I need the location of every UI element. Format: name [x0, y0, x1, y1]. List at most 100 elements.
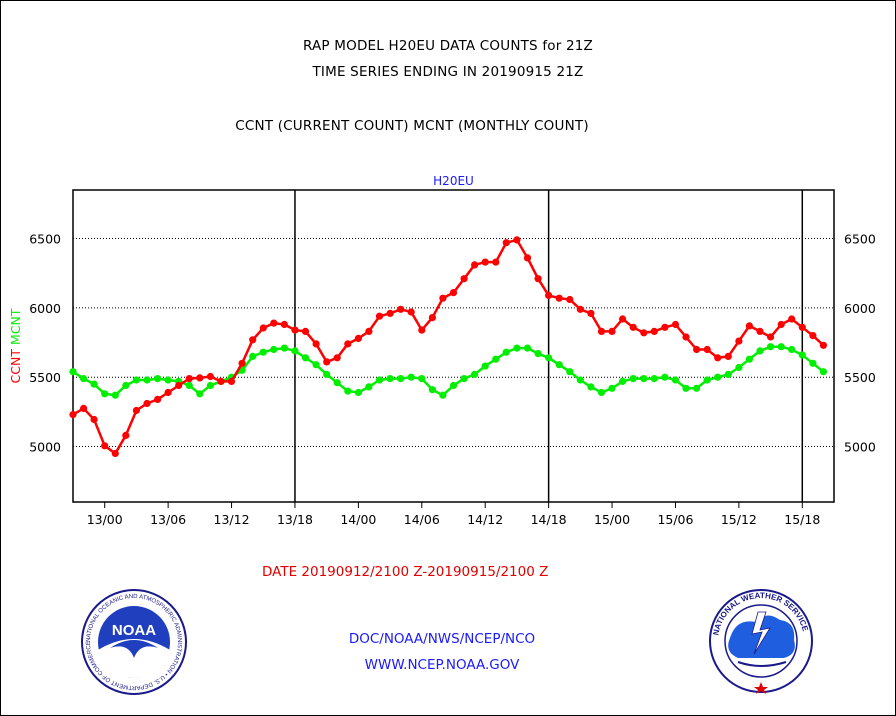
mcnt-data-point — [566, 368, 574, 376]
date-range-label: DATE 20190912/2100 Z-20190915/2100 Z — [262, 564, 549, 580]
ccnt-data-point — [344, 340, 352, 348]
mcnt-data-point — [143, 376, 151, 384]
ccnt-data-point — [767, 333, 775, 341]
ccnt-data-point — [724, 352, 732, 360]
mcnt-data-point — [386, 375, 394, 383]
x-tick-label: 14/12 — [467, 512, 503, 527]
ccnt-data-point — [597, 327, 606, 335]
ccnt-data-point — [608, 327, 616, 335]
mcnt-data-point — [154, 375, 162, 383]
ccnt-data-point — [756, 327, 764, 335]
mcnt-data-point — [650, 375, 658, 383]
mcnt-data-point — [397, 375, 405, 383]
ccnt-data-point — [196, 374, 204, 382]
ccnt-series-line — [72, 238, 825, 456]
mcnt-data-point — [312, 361, 320, 369]
ccnt-data-point — [227, 377, 236, 385]
mcnt-data-point — [418, 375, 426, 383]
mcnt-data-point — [661, 373, 669, 381]
website-link[interactable]: WWW.NCEP.NOAA.GOV — [364, 657, 520, 673]
chart-title-line1: RAP MODEL H20EU DATA COUNTS for 21Z — [302, 38, 594, 54]
x-tick-label: 15/12 — [721, 512, 757, 527]
ccnt-data-point — [671, 320, 680, 329]
ccnt-data-point — [90, 415, 98, 424]
mcnt-data-point — [111, 391, 119, 399]
y-axis-label-ccnt: CCNT — [8, 345, 23, 383]
mcnt-data-point — [344, 387, 352, 395]
ccnt-data-point — [693, 345, 701, 354]
mcnt-data-point — [703, 376, 711, 384]
ccnt-data-point — [185, 375, 193, 383]
mcnt-data-point — [745, 355, 754, 363]
ccnt-data-point — [703, 345, 711, 354]
mcnt-data-point — [259, 348, 267, 356]
mcnt-data-point — [439, 391, 447, 399]
noaa-logo-text: NOAA — [112, 622, 156, 639]
ccnt-data-point — [111, 449, 119, 458]
ccnt-data-point — [523, 254, 532, 262]
mcnt-data-point — [534, 350, 542, 358]
ccnt-data-point — [397, 305, 405, 313]
ccnt-data-point — [312, 340, 320, 348]
mcnt-data-point — [555, 361, 563, 369]
mcnt-data-point — [301, 354, 310, 362]
y-tick-label-right: 5500 — [844, 370, 876, 385]
y-tick-label-left: 6500 — [29, 232, 61, 247]
mcnt-data-point — [132, 376, 140, 384]
plot-title: H20EU — [433, 174, 474, 188]
ccnt-data-point — [428, 314, 436, 322]
mcnt-data-point — [767, 343, 775, 351]
ccnt-data-point — [291, 326, 299, 334]
ccnt-data-point — [502, 239, 510, 247]
ccnt-data-point — [735, 337, 743, 345]
mcnt-data-point — [492, 355, 500, 363]
ccnt-data-point — [819, 341, 828, 349]
mcnt-data-point — [323, 370, 331, 378]
x-tick-label: 14/00 — [340, 512, 376, 527]
ccnt-data-point — [175, 381, 183, 390]
mcnt-data-point — [365, 383, 373, 391]
mcnt-data-point — [206, 381, 214, 390]
mcnt-data-point — [735, 363, 743, 372]
y-tick-label-right: 6500 — [844, 232, 876, 247]
x-tick-label: 14/06 — [404, 512, 440, 527]
chart-title-line3: CCNT (CURRENT COUNT) MCNT (MONTHLY COUNT… — [235, 118, 589, 134]
ccnt-data-point — [798, 323, 806, 331]
x-tick-label: 15/00 — [594, 512, 630, 527]
ccnt-data-point — [249, 336, 257, 344]
mcnt-data-point — [788, 345, 796, 354]
mcnt-data-point — [460, 375, 468, 383]
ccnt-data-point — [534, 275, 542, 283]
mcnt-series-line — [72, 345, 825, 397]
ccnt-data-point — [217, 377, 225, 385]
mcnt-data-point — [270, 345, 278, 354]
mcnt-data-point — [280, 344, 288, 352]
ccnt-data-point — [640, 329, 648, 337]
mcnt-data-point — [291, 347, 299, 355]
mcnt-data-point — [428, 386, 436, 394]
x-tick-label: 13/06 — [150, 512, 186, 527]
ccnt-data-point — [132, 406, 140, 415]
ccnt-data-point — [545, 291, 553, 299]
chart-title-line2: TIME SERIES ENDING IN 20190915 21Z — [312, 64, 584, 80]
mcnt-data-point — [513, 344, 521, 352]
ccnt-data-point — [576, 305, 584, 313]
x-tick-label: 14/18 — [531, 512, 567, 527]
mcnt-data-point — [682, 384, 690, 392]
ccnt-data-point — [471, 261, 479, 269]
ccnt-data-point — [745, 322, 754, 330]
mcnt-data-point — [502, 348, 510, 356]
ccnt-data-point — [280, 320, 288, 329]
mcnt-data-point — [164, 376, 172, 384]
plot-area-border — [72, 189, 835, 503]
mcnt-data-point — [724, 370, 732, 378]
ccnt-data-point — [460, 275, 468, 283]
mcnt-data-point — [196, 390, 204, 398]
ccnt-data-point — [481, 258, 489, 266]
noaa-logo: NOAA NATIONAL OCEANIC AND ATMOSPHERIC AD… — [81, 589, 187, 695]
ccnt-data-point — [449, 289, 458, 297]
ccnt-data-point — [619, 315, 627, 323]
mcnt-data-point — [819, 368, 828, 376]
x-tick-label: 13/00 — [87, 512, 123, 527]
